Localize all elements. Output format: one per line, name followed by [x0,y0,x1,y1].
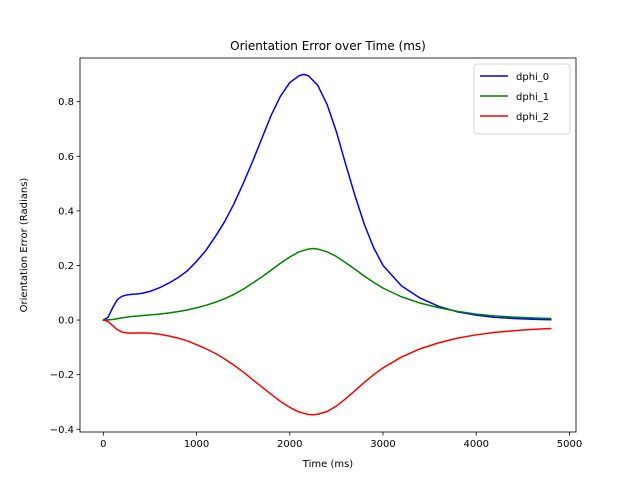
y-tick-label: −0.4 [50,425,74,436]
y-tick-label: −0.2 [50,370,74,381]
y-tick-label: 0.6 [58,152,74,163]
chart-title: Orientation Error over Time (ms) [230,39,426,53]
y-tick-label: 0.2 [58,261,74,272]
legend-label-dphi-0: dphi_0 [516,72,549,83]
y-tick-label: 0.0 [58,316,74,327]
axes: 0 1000 2000 3000 4000 5000 −0.4 −0.2 0.0 0.2 0.4 0.… [50,57,582,450]
x-tick-label: 3000 [370,439,395,450]
series-line-dphi-0 [102,73,552,321]
series-line-dphi-2 [102,319,552,416]
y-tick-label: 0.8 [58,97,74,108]
x-tick-label: 1000 [184,439,209,450]
legend-label-dphi-2: dphi_2 [516,112,549,123]
legend: dphi_0 dphi_1 dphi_2 [473,63,571,135]
series-line-dphi-1 [102,247,552,321]
y-tick-label: 0.4 [58,206,74,217]
legend-label-dphi-1: dphi_1 [516,92,549,103]
x-axis-label: Time (ms) [302,459,354,470]
x-tick-label: 0 [100,439,106,450]
x-tick-label: 5000 [557,439,582,450]
plot-area [102,73,552,416]
x-tick-label: 2000 [277,439,302,450]
x-tick-label: 4000 [464,439,489,450]
y-axis-label: Orientation Error (Radians) [19,178,30,313]
axes-frame [79,57,577,433]
